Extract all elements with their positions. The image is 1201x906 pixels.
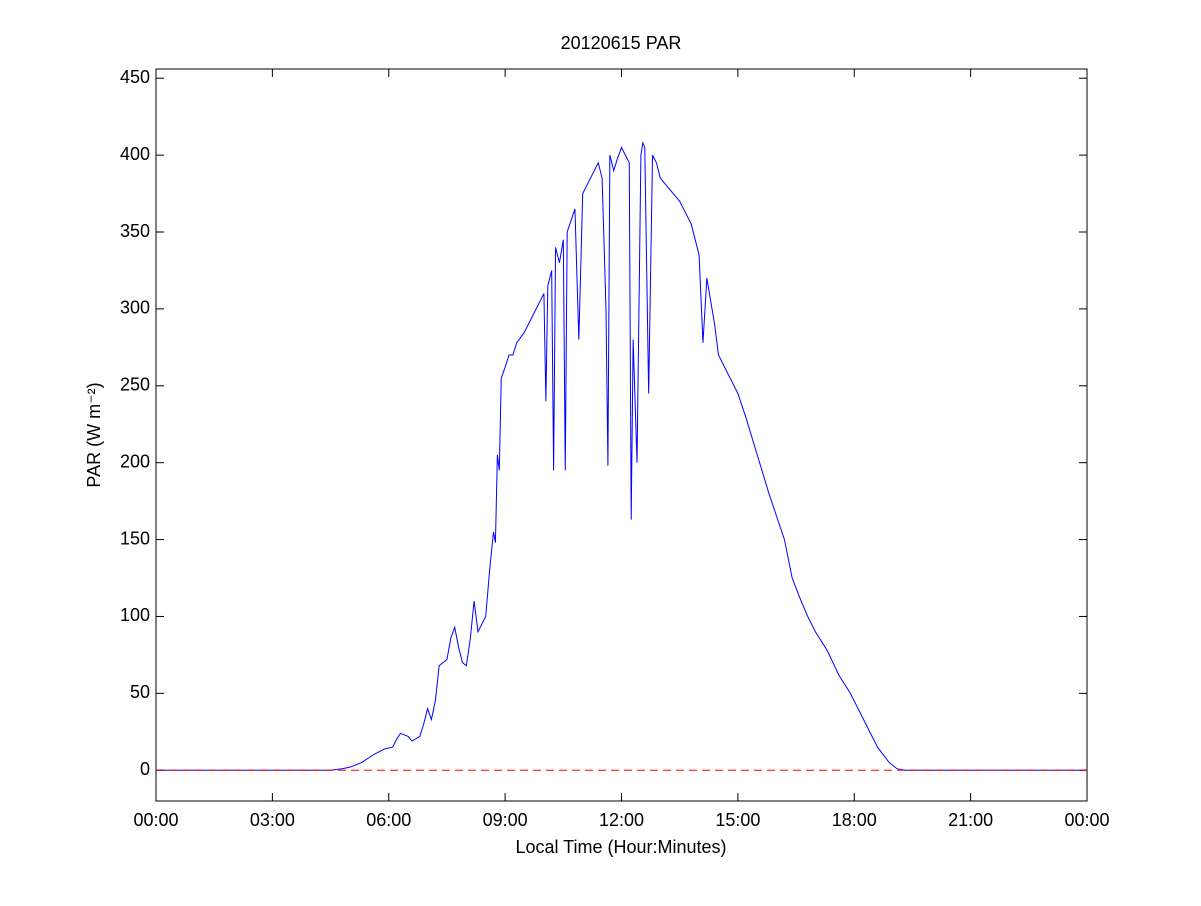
x-tick-label: 15:00 [715, 810, 760, 830]
y-tick-label: 450 [120, 67, 150, 87]
y-tick-label: 150 [120, 528, 150, 548]
x-tick-label: 18:00 [832, 810, 877, 830]
x-tick-label: 03:00 [250, 810, 295, 830]
y-tick-label: 350 [120, 221, 150, 241]
x-axis-label: Local Time (Hour:Minutes) [515, 837, 726, 857]
y-tick-label: 200 [120, 451, 150, 471]
x-tick-label: 00:00 [1064, 810, 1109, 830]
x-tick-label: 09:00 [483, 810, 528, 830]
x-tick-label: 06:00 [366, 810, 411, 830]
y-tick-label: 0 [140, 759, 150, 779]
y-axis-label: PAR (W m⁻²) [84, 382, 104, 487]
y-tick-label: 300 [120, 298, 150, 318]
y-tick-label: 250 [120, 375, 150, 395]
x-tick-label: 12:00 [599, 810, 644, 830]
y-tick-label: 50 [130, 682, 150, 702]
y-tick-label: 100 [120, 605, 150, 625]
data-line [156, 141, 1087, 771]
x-tick-label: 00:00 [133, 810, 178, 830]
chart-title: 20120615 PAR [561, 33, 682, 53]
y-tick-label: 400 [120, 144, 150, 164]
x-tick-label: 21:00 [948, 810, 993, 830]
